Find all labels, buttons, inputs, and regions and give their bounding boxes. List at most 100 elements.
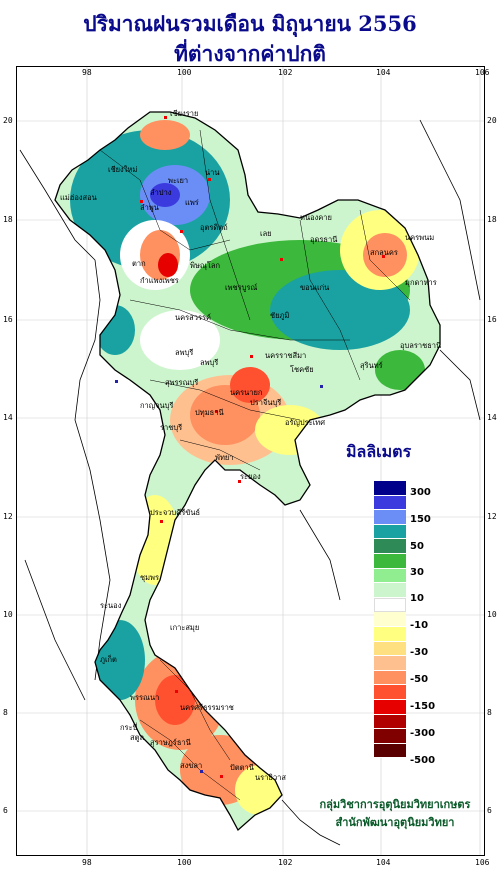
province-label: มุกดาหาร <box>405 278 437 287</box>
province-label: ราชบุรี <box>160 423 182 432</box>
province-label: แพร่ <box>185 198 199 207</box>
province-label: ชัยภูมิ <box>270 311 289 320</box>
legend-label: 10 <box>410 593 424 604</box>
y-tick-right: 18 <box>487 215 497 224</box>
province-label: ภูเก็ต <box>100 654 117 664</box>
legend-label: 150 <box>410 514 431 525</box>
legend-colorbar <box>374 481 406 759</box>
y-tick-left: 10 <box>3 610 13 619</box>
y-tick-right: 16 <box>487 315 497 324</box>
province-label: เกาะสมุย <box>170 623 199 632</box>
province-label: พะเยา <box>168 176 188 185</box>
station-markers <box>115 116 385 778</box>
y-tick-right: 12 <box>487 512 497 521</box>
legend-swatch <box>374 641 406 657</box>
thailand-outline <box>54 111 441 832</box>
province-label: นครราชสีมา <box>265 351 306 360</box>
province-label: ปราจีนบุรี <box>250 398 281 407</box>
x-tick-bottom: 102 <box>278 858 293 867</box>
legend-swatch <box>374 729 406 744</box>
province-label: อุบลราชธานี <box>400 341 441 350</box>
x-tick-bottom: 106 <box>475 858 490 867</box>
province-label: อุตรดิตถ์ <box>200 223 228 232</box>
credit-line1: กลุ่มวิชาการอุตุนิยมวิทยาเกษตร <box>319 798 471 811</box>
credit-line2: สำนักพัฒนาอุตุนิยมวิทยา <box>335 816 455 829</box>
y-tick-right: 8 <box>487 708 492 717</box>
x-tick-top: 100 <box>177 68 192 77</box>
legend-label: 50 <box>410 541 424 552</box>
y-tick-left: 20 <box>3 116 13 125</box>
legend-label: 300 <box>410 487 431 498</box>
province-label: สุพรรณบุรี <box>165 378 198 387</box>
legend-label: -10 <box>410 620 429 631</box>
legend-swatch <box>374 495 406 511</box>
province-label: ปัตตานี <box>230 763 254 772</box>
x-tick-bottom: 104 <box>376 858 391 867</box>
legend-title: มิลลิเมตร <box>346 442 412 461</box>
y-tick-left: 12 <box>3 512 13 521</box>
legend-swatch <box>374 481 406 496</box>
province-label: สุราษฎร์ธานี <box>150 738 191 747</box>
province-label: ประจวบคีรีขันธ์ <box>150 508 200 517</box>
province-label: นครนายก <box>230 388 262 397</box>
province-label: นครสวรรค์ <box>175 313 211 322</box>
y-tick-right: 14 <box>487 413 497 422</box>
province-label: ชุมพร <box>140 573 159 582</box>
province-label: น่าน <box>205 168 219 177</box>
y-tick-left: 8 <box>3 708 8 717</box>
y-tick-left: 14 <box>3 413 13 422</box>
x-tick-top: 106 <box>475 68 490 77</box>
x-tick-bottom: 98 <box>82 858 92 867</box>
province-label: กำแพงเพชร <box>140 276 179 285</box>
legend-swatch <box>374 670 406 686</box>
province-label: ขอนแก่น <box>300 283 329 292</box>
province-label: หนองคาย <box>300 213 332 222</box>
province-label: ตาก <box>132 259 146 268</box>
province-label: อรัญประเทศ <box>285 418 325 427</box>
legend-swatch <box>374 743 406 759</box>
province-label: นครศรีธรรมราช <box>180 703 234 712</box>
x-tick-top: 104 <box>376 68 391 77</box>
legend-label: -150 <box>410 701 436 712</box>
map-title-line2: ที่ต่างจากค่าปกติ <box>174 41 326 66</box>
province-label: พิษณุโลก <box>190 261 220 270</box>
province-label: กาญจนบุรี <box>140 401 173 410</box>
legend-swatch <box>374 656 406 671</box>
legend-swatch <box>374 626 406 642</box>
province-boundaries <box>99 129 411 801</box>
province-label: พรรณนา <box>130 693 159 702</box>
legend-swatch <box>374 583 406 598</box>
province-label: นราธิวาส <box>255 773 286 782</box>
province-label: นครพนม <box>405 233 434 242</box>
province-label: สงขลา <box>180 761 202 770</box>
map-title-line1: ปริมาณฝนรวมเดือน มิถุนายน 2556 <box>83 11 417 36</box>
province-label: ระยอง <box>240 472 261 481</box>
legend-label: -500 <box>410 755 436 766</box>
province-label: กระบี่ <box>120 722 138 732</box>
y-tick-right: 20 <box>487 116 497 125</box>
province-label: ลำปาง <box>150 188 172 197</box>
neighbour-borders <box>19 119 481 846</box>
province-label: สตูล <box>130 733 144 742</box>
legend-label: -30 <box>410 647 429 658</box>
legend-swatch <box>374 510 406 525</box>
province-label: ลำพูน <box>140 203 159 212</box>
province-label: ปทุมธานี <box>195 408 224 417</box>
province-label: เชียงใหม่ <box>108 165 137 174</box>
province-label: โชคชัย <box>290 365 314 374</box>
legend-label: -300 <box>410 728 436 739</box>
y-tick-left: 16 <box>3 315 13 324</box>
province-label: ลพบุรี <box>175 348 193 357</box>
province-label: เชียงราย <box>170 109 198 118</box>
legend-swatch <box>374 524 406 540</box>
legend-label: 30 <box>410 567 424 578</box>
province-label: พัทยา <box>215 453 234 462</box>
legend-swatch <box>374 714 406 730</box>
legend-swatch <box>374 553 406 569</box>
legend-swatch <box>374 612 406 627</box>
province-label: สุรินทร์ <box>360 361 383 370</box>
x-tick-top: 98 <box>82 68 92 77</box>
province-label: สกลนคร <box>370 248 398 257</box>
